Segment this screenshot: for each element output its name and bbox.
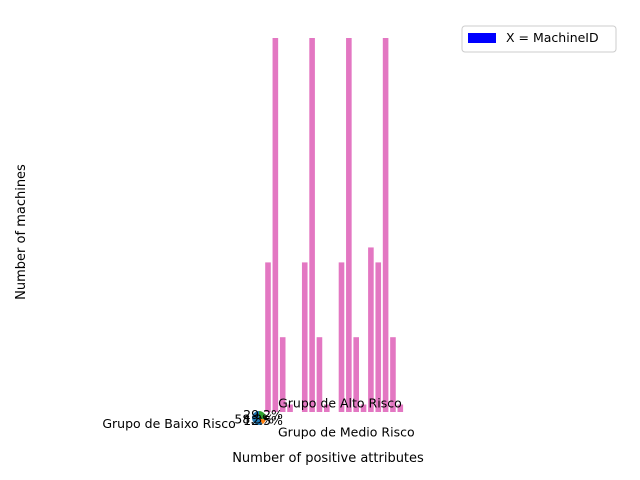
pie-pct-label: 58.3% <box>234 411 274 426</box>
bar <box>390 337 396 412</box>
x-axis-label: Number of positive attributes <box>232 451 424 466</box>
pie-slice <box>252 411 263 425</box>
pie-chart <box>252 411 267 425</box>
pie-pct-label: 12.5% <box>243 413 283 428</box>
bar <box>279 337 286 412</box>
pie-slice-label: Grupo de Alto Risco <box>278 395 402 410</box>
pie-slice <box>259 418 266 425</box>
bar <box>309 38 315 412</box>
pie-slice-label: Grupo de Baixo Risco <box>102 416 235 431</box>
bar <box>368 247 374 412</box>
bar <box>382 38 389 412</box>
bar <box>301 262 308 412</box>
bar <box>287 404 293 412</box>
bar <box>397 404 404 412</box>
bar <box>375 262 382 412</box>
pie-slice-label: Grupo de Medio Risco <box>278 425 415 440</box>
pie-slice <box>259 411 267 420</box>
bar <box>346 38 352 412</box>
legend-frame <box>461 25 617 53</box>
legend-label: X = MachineID <box>506 30 599 45</box>
y-axis-label: Number of machines <box>14 164 29 300</box>
bar <box>324 404 330 412</box>
bar <box>272 38 279 412</box>
bar <box>265 262 271 412</box>
bar <box>316 337 323 412</box>
legend-swatch <box>468 33 496 43</box>
bar-series <box>265 38 404 412</box>
bar <box>360 404 367 412</box>
bar <box>353 337 359 412</box>
bar <box>338 262 345 412</box>
pie-pct-label: 29.2% <box>243 407 283 422</box>
legend: X = MachineID <box>461 25 617 53</box>
